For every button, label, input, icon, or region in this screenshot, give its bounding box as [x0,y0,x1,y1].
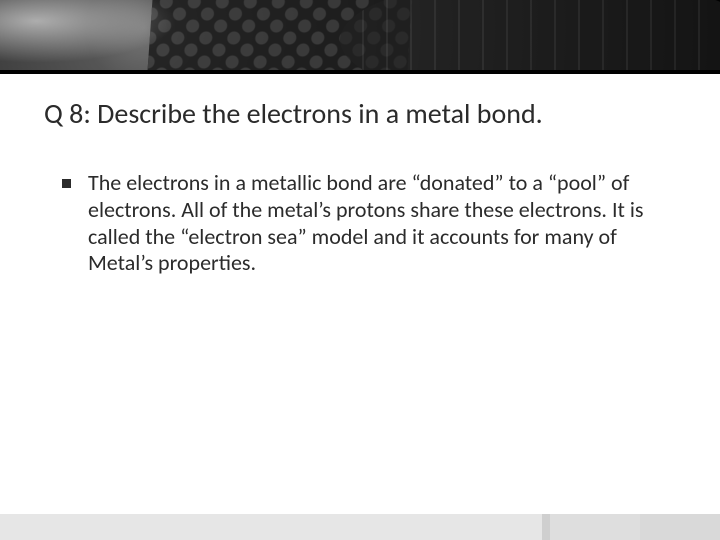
banner-underline [0,70,720,74]
footer-segment-b [550,514,640,540]
slide-body: The electrons in a metallic bond are “do… [62,170,662,277]
slide: Q 8: Describe the electrons in a metal b… [0,0,720,540]
bullet-text: The electrons in a metallic bond are “do… [88,169,644,276]
bullet-list: The electrons in a metallic bond are “do… [62,170,662,277]
banner-highlight [0,0,200,70]
footer-divider [542,514,550,540]
footer-bar [0,514,720,540]
slide-title: Q 8: Describe the electrons in a metal b… [44,98,684,130]
footer-segment-a [640,514,720,540]
tire-texture [340,0,720,70]
header-banner [0,0,720,70]
list-item: The electrons in a metallic bond are “do… [62,170,662,277]
